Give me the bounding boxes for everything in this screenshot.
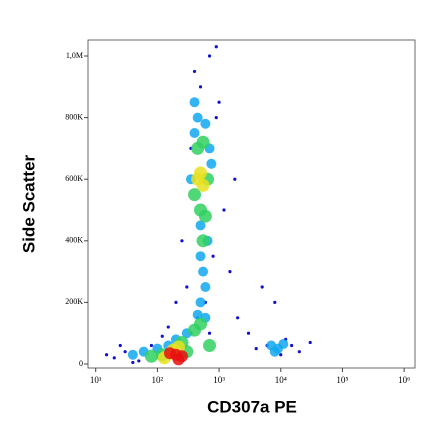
point — [278, 338, 289, 349]
point — [233, 177, 237, 181]
point — [254, 346, 258, 351]
y-tick-label: 1,0M — [66, 51, 83, 60]
point — [192, 309, 203, 320]
point — [198, 85, 203, 89]
point — [189, 97, 200, 108]
y-tick-label: 600K — [65, 174, 83, 183]
point — [196, 135, 210, 149]
point — [207, 331, 212, 335]
point — [198, 209, 212, 223]
point — [160, 334, 164, 338]
point — [246, 331, 251, 335]
y-axis-title: Side Scatter — [19, 154, 38, 253]
x-tick-label: 10³ — [213, 375, 225, 385]
point — [149, 343, 154, 348]
point — [172, 353, 185, 366]
point — [228, 270, 232, 274]
y-tick-label: 400K — [65, 236, 83, 245]
point — [144, 349, 158, 363]
point — [260, 285, 264, 289]
point — [112, 356, 116, 360]
point — [195, 220, 206, 231]
point — [236, 316, 240, 320]
point — [279, 353, 283, 357]
point — [131, 360, 135, 365]
point — [211, 254, 215, 258]
point — [297, 350, 301, 354]
point — [198, 266, 209, 277]
x-tick-label: 10⁴ — [275, 375, 287, 385]
point — [203, 339, 217, 353]
point — [269, 346, 280, 357]
x-axis-title: CD307a PE — [207, 397, 297, 416]
point — [214, 116, 218, 120]
point — [222, 208, 226, 212]
x-tick-label: 10² — [152, 375, 164, 385]
point — [206, 158, 217, 169]
x-tick-label: 10⁶ — [398, 375, 410, 385]
point — [200, 118, 211, 129]
point — [180, 239, 184, 243]
point — [137, 359, 141, 363]
point — [196, 234, 210, 248]
y-tick-label: 0 — [79, 359, 83, 368]
point — [191, 172, 205, 186]
point — [273, 300, 277, 304]
point — [200, 282, 211, 293]
point — [214, 45, 218, 49]
point — [207, 54, 212, 58]
point — [192, 69, 197, 74]
point — [195, 251, 206, 262]
y-tick-label: 200K — [65, 297, 83, 306]
point — [127, 349, 138, 360]
point — [189, 128, 200, 139]
point — [195, 297, 206, 308]
point — [188, 323, 202, 337]
point — [188, 188, 202, 202]
point — [308, 340, 312, 345]
x-tick-label: 10⁵ — [336, 375, 348, 385]
point — [104, 353, 109, 357]
plot-frame — [87, 39, 416, 369]
point — [290, 343, 294, 348]
point — [118, 343, 122, 348]
point — [166, 325, 170, 329]
point — [174, 300, 178, 304]
point — [217, 100, 221, 104]
x-tick-label: 10¹ — [90, 375, 102, 385]
point — [163, 347, 176, 360]
point — [192, 112, 203, 123]
point — [123, 350, 127, 354]
point — [185, 285, 189, 289]
points — [104, 45, 312, 366]
y-tick-label: 800K — [65, 112, 83, 121]
